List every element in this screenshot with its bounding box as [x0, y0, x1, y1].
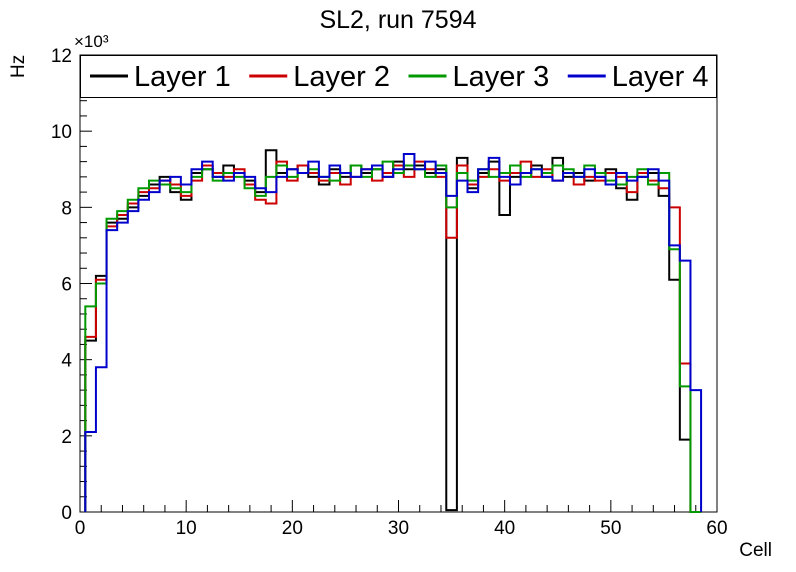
- y-tick-label: 8: [61, 198, 72, 219]
- chart-title: SL2, run 7594: [319, 6, 476, 34]
- x-tick-label: 40: [494, 518, 515, 539]
- x-tick-label: 10: [176, 518, 197, 539]
- y-axis-title: Hz: [8, 55, 29, 78]
- plot-frame: [79, 54, 718, 513]
- x-tick-label: 50: [600, 518, 621, 539]
- series-layer-3: [84, 160, 702, 513]
- y-tick-label: 6: [61, 275, 72, 296]
- series-layer-2: [84, 160, 702, 513]
- x-tick-label: 20: [282, 518, 303, 539]
- y-tick-label: 10: [51, 122, 72, 143]
- x-tick-label: 30: [388, 518, 409, 539]
- x-tick-label: 0: [75, 518, 86, 539]
- legend-label-layer-2: Layer 2: [293, 61, 390, 93]
- y-tick-label: 0: [61, 503, 72, 524]
- y-tick-label: 12: [51, 46, 72, 67]
- y-tick-label: 4: [61, 351, 72, 372]
- x-axis-title: Cell: [739, 540, 772, 561]
- x-tick-label: 60: [706, 518, 727, 539]
- legend-box: [80, 55, 717, 98]
- legend: Layer 1 Layer 2 Layer 3 Layer 4: [80, 55, 717, 98]
- legend-label-layer-1: Layer 1: [134, 61, 231, 93]
- series-layer-4: [84, 153, 703, 512]
- legend-label-layer-4: Layer 4: [612, 61, 709, 93]
- y-tick-label: 2: [61, 427, 72, 448]
- legend-label-layer-3: Layer 3: [453, 61, 550, 93]
- series-layer-1: [84, 149, 702, 513]
- y-axis-multiplier: ×10³: [74, 32, 109, 51]
